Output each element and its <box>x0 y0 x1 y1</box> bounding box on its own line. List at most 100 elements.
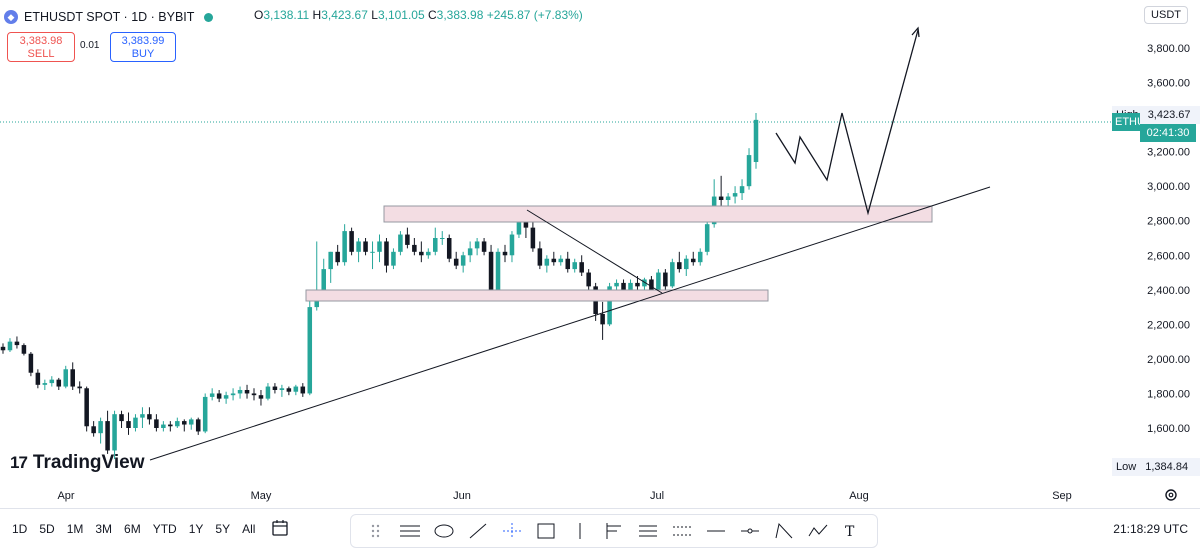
candle-body <box>140 414 145 418</box>
timeframe-5y[interactable]: 5Y <box>215 522 231 536</box>
candle <box>182 419 187 432</box>
candle <box>704 217 710 256</box>
candle-body <box>467 248 473 256</box>
price-axis[interactable]: 3,800.003,600.003,400.003,200.003,000.00… <box>1147 43 1190 435</box>
price-tick-label: 2,600.00 <box>1147 250 1190 262</box>
candle-body <box>133 417 138 428</box>
candle-body <box>384 241 389 266</box>
candle <box>161 421 166 432</box>
candle <box>307 300 313 396</box>
gann-icon[interactable] <box>636 519 660 543</box>
candle <box>49 376 55 387</box>
timeframe-1m[interactable]: 1M <box>66 522 84 536</box>
candle-body <box>356 241 361 252</box>
rectangle-icon[interactable] <box>534 519 558 543</box>
horizontal-ray-icon[interactable] <box>704 519 728 543</box>
candle <box>237 386 243 399</box>
candle <box>684 255 689 276</box>
time-axis[interactable]: Apr May Jun Jul Aug Sep <box>57 490 1071 502</box>
gear-icon[interactable] <box>1164 488 1178 507</box>
candle-body <box>439 238 445 239</box>
candle <box>565 251 571 273</box>
utc-clock[interactable]: 21:18:29 UTC <box>1113 522 1188 536</box>
price-tick-label: 1,600.00 <box>1147 423 1190 435</box>
timeframe-5d[interactable]: 5D <box>39 522 55 536</box>
candle-body <box>558 258 564 263</box>
sell-button[interactable]: 3,383.98 SELL <box>7 32 75 62</box>
candle <box>168 421 173 432</box>
candle-body <box>328 251 333 270</box>
triangle-upper-line[interactable] <box>526 209 663 294</box>
candle-body <box>697 251 703 263</box>
candle-body <box>21 345 27 354</box>
resistance-zone[interactable] <box>383 205 933 223</box>
toolbar-grip-icon[interactable] <box>364 519 388 543</box>
candle <box>607 282 612 327</box>
svg-text:T: T <box>845 524 855 540</box>
candle <box>697 248 703 266</box>
candle-body <box>433 238 438 252</box>
candle <box>230 388 236 401</box>
candle-body <box>495 251 501 290</box>
candle <box>35 369 41 389</box>
timeframe-1d[interactable]: 1D <box>12 522 28 536</box>
price-tick-label: 3,000.00 <box>1147 181 1190 193</box>
timeframe-1y[interactable]: 1Y <box>188 522 204 536</box>
price-line-icon[interactable] <box>738 519 762 543</box>
horizontal-lines-icon[interactable] <box>398 519 422 543</box>
timeframe-all[interactable]: All <box>242 522 256 536</box>
buy-price: 3,383.99 <box>121 35 165 47</box>
cursor-cross-icon[interactable] <box>500 519 524 543</box>
timeframe-6m[interactable]: 6M <box>124 522 141 536</box>
fib-icon[interactable] <box>602 519 626 543</box>
parallel-channel-icon[interactable] <box>670 519 694 543</box>
candle-body <box>426 251 431 256</box>
support-zone[interactable] <box>305 289 769 302</box>
trendline-icon[interactable] <box>466 519 490 543</box>
candle <box>14 336 20 349</box>
candle <box>551 251 557 266</box>
ellipse-icon[interactable] <box>432 519 456 543</box>
candle <box>0 343 6 354</box>
timeframe-3m[interactable]: 3M <box>95 522 113 536</box>
bottom-bar <box>0 508 1200 551</box>
buy-button[interactable]: 3,383.99 BUY <box>110 32 176 62</box>
candle-body <box>265 386 271 399</box>
candles-layer <box>0 112 759 460</box>
symbol-header[interactable]: ◆ ETHUSDT SPOT · 1D · BYBIT <box>4 6 214 28</box>
candle-body <box>161 424 166 428</box>
candle <box>439 231 445 245</box>
candle-body <box>49 379 55 384</box>
candle <box>356 238 361 263</box>
candle-body <box>586 272 591 287</box>
candle-body <box>405 234 410 245</box>
xabcd-pattern-icon[interactable] <box>806 519 830 543</box>
candle-body <box>391 251 396 266</box>
text-icon[interactable]: T <box>840 519 864 543</box>
go-to-date-icon[interactable] <box>270 518 290 543</box>
price-tick-label: 2,800.00 <box>1147 216 1190 228</box>
candle <box>279 384 285 397</box>
bar-countdown: 02:41:30 <box>1146 127 1190 139</box>
candle-body <box>481 241 487 252</box>
symbol-title[interactable]: ETHUSDT SPOT · 1D · BYBIT <box>24 10 195 24</box>
tradingview-logo[interactable]: 17 TradingView <box>10 452 145 474</box>
projection-path[interactable] <box>775 29 919 216</box>
candle-body <box>635 282 640 287</box>
candle <box>446 234 452 263</box>
candle <box>286 386 292 396</box>
candle <box>98 417 103 444</box>
currency-selector[interactable]: USDT <box>1144 6 1188 24</box>
candle <box>293 384 299 396</box>
candle <box>746 148 752 190</box>
high-label: H <box>312 8 322 22</box>
timeframe-ytd[interactable]: YTD <box>152 522 177 536</box>
time-tick-label: Jun <box>453 490 471 502</box>
ascending-trendline[interactable] <box>149 186 991 461</box>
time-tick-label: Sep <box>1052 490 1072 502</box>
triangle-pattern-icon[interactable] <box>772 519 796 543</box>
low-badge-value: 1,384.84 <box>1145 461 1189 473</box>
vertical-line-icon[interactable] <box>568 519 592 543</box>
candle <box>677 251 682 273</box>
